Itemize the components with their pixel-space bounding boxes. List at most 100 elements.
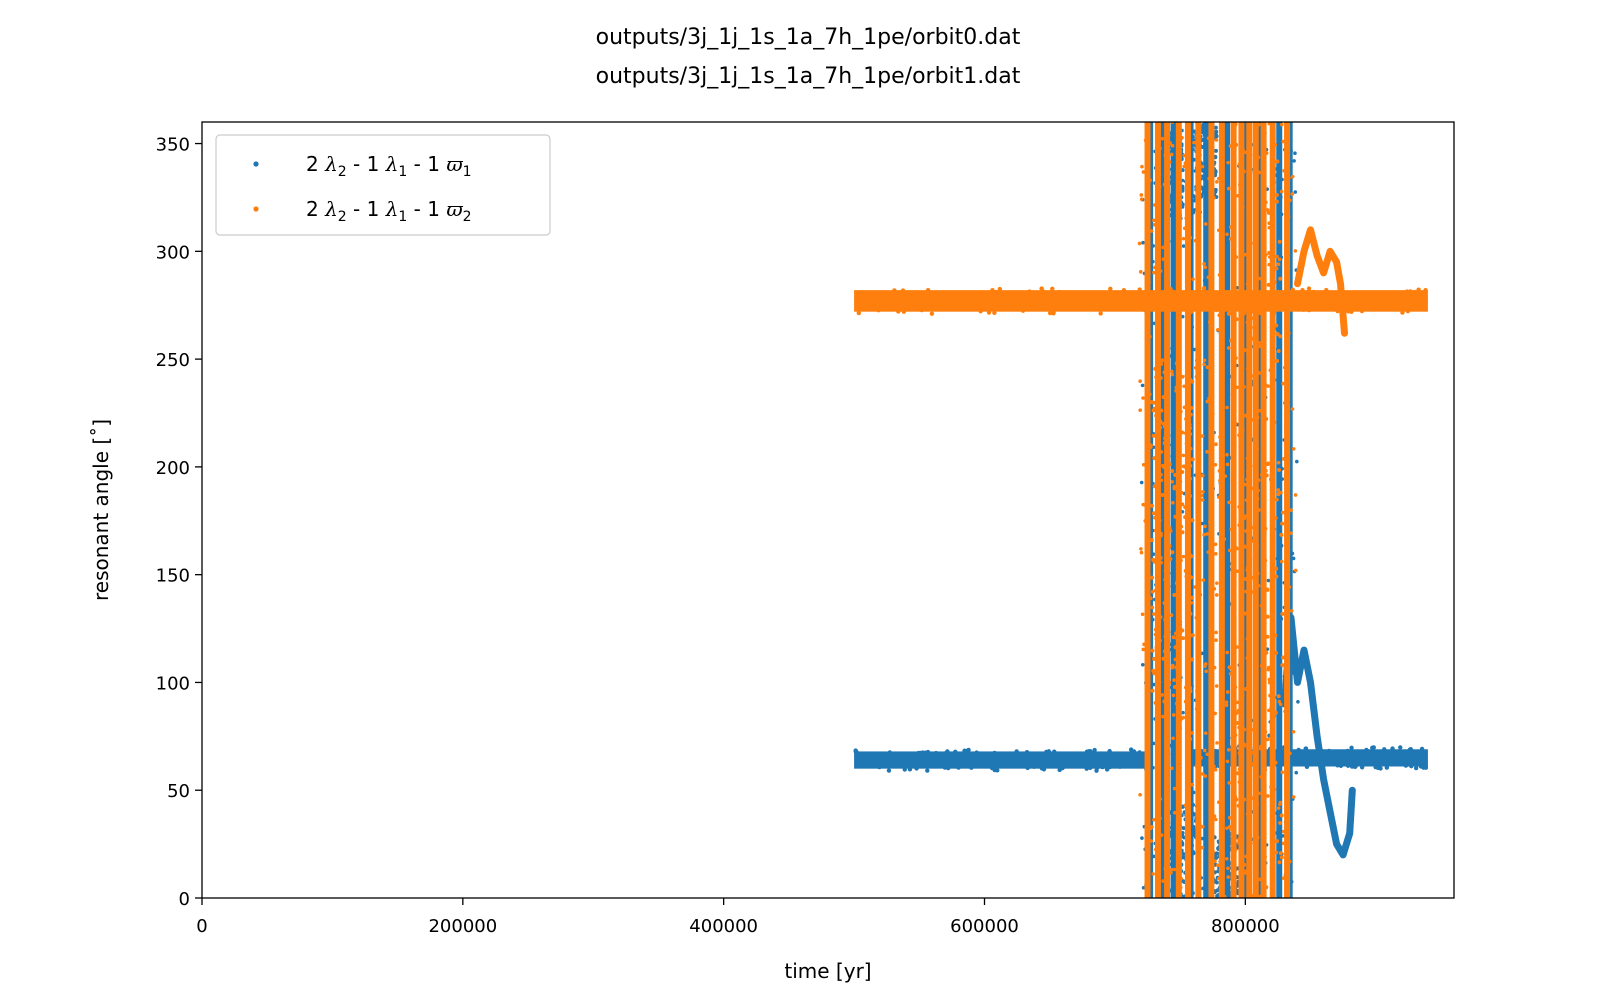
series-2-spike xyxy=(1284,122,1291,898)
data-point xyxy=(1222,894,1227,898)
data-point xyxy=(1226,875,1230,879)
data-point xyxy=(1184,574,1189,579)
y-axis-label: resonant angle [˚] xyxy=(89,419,113,601)
data-point xyxy=(1293,493,1298,497)
data-point xyxy=(1174,581,1179,586)
data-point xyxy=(1215,581,1219,585)
data-point xyxy=(1204,816,1209,820)
data-point xyxy=(1052,749,1057,754)
data-point xyxy=(1170,480,1175,484)
data-point xyxy=(1232,159,1237,163)
data-point xyxy=(1181,636,1186,641)
data-point xyxy=(1107,748,1112,754)
data-point xyxy=(1240,205,1245,210)
data-point xyxy=(1263,526,1268,531)
data-point xyxy=(1225,834,1230,839)
data-point xyxy=(1241,428,1245,432)
data-point xyxy=(1262,793,1267,798)
data-point xyxy=(1171,216,1176,221)
data-point xyxy=(1405,308,1411,314)
data-point xyxy=(1219,193,1224,198)
data-point xyxy=(1272,516,1277,521)
data-point xyxy=(1203,662,1208,666)
data-point xyxy=(1202,142,1207,147)
data-point xyxy=(1152,456,1157,461)
data-point xyxy=(1167,680,1172,685)
data-point xyxy=(1177,566,1182,571)
data-point xyxy=(1151,445,1156,450)
data-point xyxy=(1267,708,1271,713)
data-point xyxy=(1281,829,1286,834)
data-point xyxy=(1146,456,1151,461)
data-point xyxy=(1098,311,1103,316)
data-point xyxy=(929,311,935,316)
data-point xyxy=(1190,518,1195,523)
data-point xyxy=(1170,200,1175,205)
data-point xyxy=(1245,456,1250,461)
data-point xyxy=(1249,325,1254,330)
data-point xyxy=(1249,539,1254,544)
data-point xyxy=(1292,159,1296,163)
data-point xyxy=(1239,650,1244,655)
data-point xyxy=(1199,493,1204,498)
data-point xyxy=(1232,780,1237,785)
data-point xyxy=(1169,152,1174,157)
data-point xyxy=(1191,147,1195,152)
data-point xyxy=(1165,425,1170,430)
data-point xyxy=(1408,289,1413,294)
data-point xyxy=(1151,511,1156,516)
data-point xyxy=(1227,781,1232,785)
data-point xyxy=(1181,244,1186,248)
data-point xyxy=(1250,336,1255,341)
data-point xyxy=(925,287,931,293)
data-point xyxy=(1246,746,1250,750)
data-point xyxy=(1248,385,1253,390)
series-1-spike xyxy=(1242,122,1249,898)
data-point xyxy=(1190,802,1195,807)
data-point xyxy=(1256,371,1261,376)
data-point xyxy=(1186,388,1191,393)
data-point xyxy=(1225,759,1230,764)
data-point xyxy=(1257,341,1262,345)
x-tick-label: 200000 xyxy=(428,916,497,937)
data-point xyxy=(1227,500,1231,505)
data-point xyxy=(1172,786,1177,791)
data-point xyxy=(1185,578,1190,583)
data-point xyxy=(1187,476,1192,481)
data-point xyxy=(943,750,949,756)
data-point xyxy=(992,750,997,756)
data-point xyxy=(1160,151,1164,156)
data-point xyxy=(1196,394,1200,398)
data-point xyxy=(1253,538,1258,543)
data-point xyxy=(1213,132,1218,137)
data-point xyxy=(1174,701,1179,706)
data-point xyxy=(1253,295,1258,300)
data-point xyxy=(1165,882,1169,887)
data-point xyxy=(1202,358,1207,363)
data-point xyxy=(1247,792,1251,796)
data-point xyxy=(1156,497,1161,502)
data-point xyxy=(1419,746,1425,752)
data-point xyxy=(1188,235,1193,240)
data-point xyxy=(1265,587,1270,591)
data-point xyxy=(1188,422,1192,427)
data-point xyxy=(1180,430,1185,435)
data-point xyxy=(1203,524,1207,529)
data-point xyxy=(1261,179,1266,184)
data-point xyxy=(1178,885,1183,890)
data-point xyxy=(1290,287,1296,293)
data-point xyxy=(1216,800,1221,804)
data-point xyxy=(946,765,951,771)
data-point xyxy=(1289,609,1294,613)
data-point xyxy=(1157,340,1161,345)
data-point xyxy=(1205,450,1209,454)
series-2-spike xyxy=(1269,122,1276,898)
data-point xyxy=(1260,472,1265,477)
data-point xyxy=(1245,812,1250,816)
series-layer xyxy=(853,122,1429,898)
data-point xyxy=(1281,876,1286,881)
data-point xyxy=(1162,441,1167,446)
data-point xyxy=(1238,423,1243,428)
data-point xyxy=(1213,187,1218,192)
data-point xyxy=(1286,354,1290,358)
